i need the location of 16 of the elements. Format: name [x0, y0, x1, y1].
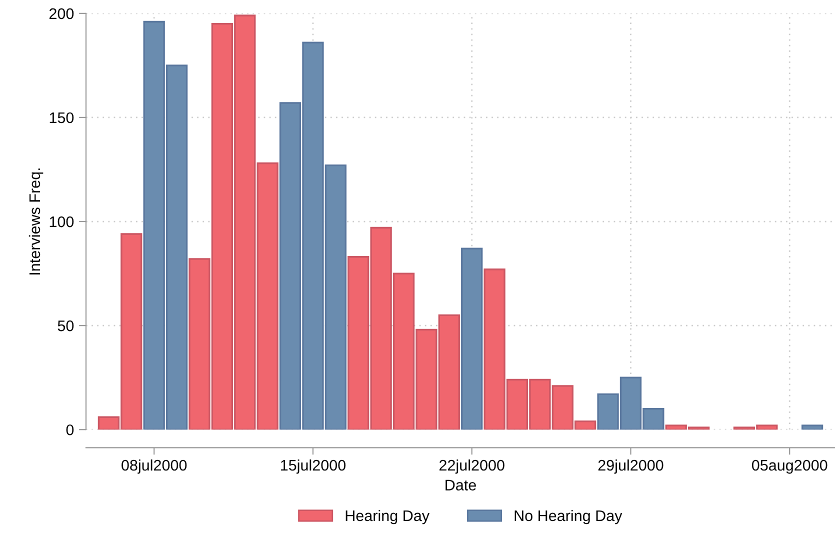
y-tick-label: 0	[66, 424, 74, 436]
y-tick-label: 200	[49, 8, 74, 20]
x-tick-label: 08jul2000	[122, 459, 187, 474]
legend-label: Hearing Day	[346, 510, 430, 524]
y-tick-label: 50	[58, 320, 74, 332]
y-tick-label: 100	[50, 216, 74, 228]
x-tick-label: 15jul2000	[281, 459, 346, 474]
bar	[461, 248, 483, 430]
x-axis-title: Date	[446, 480, 476, 490]
x-tick-label: 05aug2000	[752, 460, 828, 474]
bar	[801, 424, 824, 430]
y-tick-label: 150	[50, 112, 74, 124]
y-axis-title: Interviews Freq.	[28, 168, 44, 274]
x-tick-label: 29jul2000	[598, 459, 664, 474]
x-tick-label: 22jul2000	[439, 459, 504, 474]
legend-label: No Hearing Day	[514, 510, 622, 524]
